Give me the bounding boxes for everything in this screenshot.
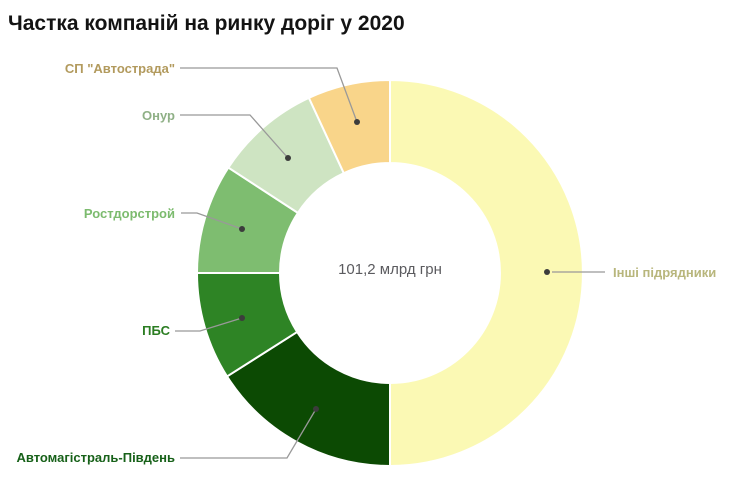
chart-title: Частка компаній на ринку доріг у 2020 xyxy=(8,12,405,35)
leader-line-sp-avtostrada xyxy=(180,67,358,123)
leader-lines xyxy=(175,67,605,459)
slice-label-inshi: Інші підрядники xyxy=(613,265,716,280)
anchor-dot-sp-avtostrada xyxy=(354,119,360,125)
slice-label-pbs: ПБС xyxy=(142,323,171,338)
leader-line-rostdorstroy xyxy=(181,212,243,230)
slice-label-sp-avtostrada: СП "Автострада" xyxy=(65,61,175,76)
slice-labels: СП "Автострада" Онур Ростдорстрой ПБС Ав… xyxy=(17,61,717,465)
anchor-dot-avtomagistral xyxy=(313,406,319,412)
slice-label-rostdorstroy: Ростдорстрой xyxy=(84,206,175,221)
leader-line-pbs xyxy=(175,317,243,332)
anchor-dot-rostdorstroy xyxy=(239,226,245,232)
anchor-dot-inshi xyxy=(544,269,550,275)
leader-line-onur xyxy=(180,114,289,159)
center-total-label: 101,2 млрд грн xyxy=(338,261,442,278)
donut-slice-0[interactable] xyxy=(389,78,584,468)
anchor-dot-pbs xyxy=(239,315,245,321)
leader-line-avtomagistral xyxy=(180,408,317,459)
slice-label-avtomagistral: Автомагістраль-Південь xyxy=(17,450,176,465)
anchor-dot-onur xyxy=(285,155,291,161)
slice-label-onur: Онур xyxy=(142,108,175,123)
donut-slice-5[interactable] xyxy=(307,78,391,175)
